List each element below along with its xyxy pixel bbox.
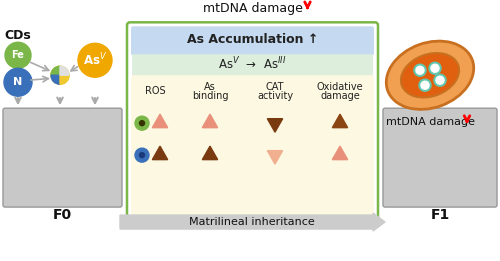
- Text: damage: damage: [320, 91, 360, 101]
- Circle shape: [5, 42, 31, 68]
- Wedge shape: [60, 75, 69, 84]
- Text: ROS: ROS: [144, 86, 166, 96]
- Circle shape: [140, 121, 144, 126]
- Circle shape: [414, 64, 426, 76]
- Text: Oxidative: Oxidative: [316, 82, 364, 92]
- Polygon shape: [202, 114, 218, 128]
- Text: F1: F1: [430, 208, 450, 222]
- Text: N: N: [14, 77, 22, 87]
- Circle shape: [51, 66, 69, 84]
- Circle shape: [78, 43, 112, 77]
- FancyArrow shape: [120, 213, 385, 231]
- Polygon shape: [268, 119, 282, 132]
- Text: mtDNA damage: mtDNA damage: [202, 2, 302, 15]
- Polygon shape: [268, 151, 282, 164]
- Circle shape: [135, 148, 149, 162]
- Circle shape: [436, 76, 444, 84]
- Circle shape: [419, 79, 431, 91]
- Circle shape: [135, 116, 149, 130]
- Text: activity: activity: [257, 91, 293, 101]
- Text: F0: F0: [52, 208, 72, 222]
- Wedge shape: [51, 66, 60, 75]
- Circle shape: [140, 153, 144, 158]
- Ellipse shape: [386, 41, 474, 109]
- Wedge shape: [60, 66, 69, 75]
- Polygon shape: [152, 114, 168, 128]
- Text: As$^V$  →  As$^{III}$: As$^V$ → As$^{III}$: [218, 56, 286, 73]
- Text: binding: binding: [192, 91, 228, 101]
- Circle shape: [416, 66, 424, 74]
- Text: Fe: Fe: [12, 50, 24, 60]
- Wedge shape: [51, 75, 60, 84]
- Text: As Accumulation ↑: As Accumulation ↑: [187, 33, 318, 46]
- Circle shape: [421, 81, 429, 89]
- Polygon shape: [332, 146, 347, 160]
- FancyBboxPatch shape: [3, 108, 122, 207]
- Circle shape: [4, 68, 32, 96]
- Text: As: As: [204, 82, 216, 92]
- Text: As$^V$: As$^V$: [83, 52, 107, 69]
- FancyBboxPatch shape: [383, 108, 497, 207]
- Polygon shape: [152, 146, 168, 160]
- FancyBboxPatch shape: [132, 54, 373, 76]
- Circle shape: [431, 64, 439, 72]
- Text: mtDNA damage: mtDNA damage: [386, 117, 474, 127]
- Ellipse shape: [401, 53, 459, 97]
- Polygon shape: [202, 146, 218, 160]
- FancyBboxPatch shape: [131, 75, 374, 219]
- FancyBboxPatch shape: [127, 22, 378, 223]
- Polygon shape: [332, 114, 347, 128]
- Circle shape: [434, 74, 446, 86]
- FancyBboxPatch shape: [131, 26, 374, 55]
- Circle shape: [429, 62, 441, 74]
- Text: CDs: CDs: [4, 29, 32, 42]
- Text: CAT: CAT: [266, 82, 284, 92]
- Text: Matrilineal inheritance: Matrilineal inheritance: [189, 217, 315, 227]
